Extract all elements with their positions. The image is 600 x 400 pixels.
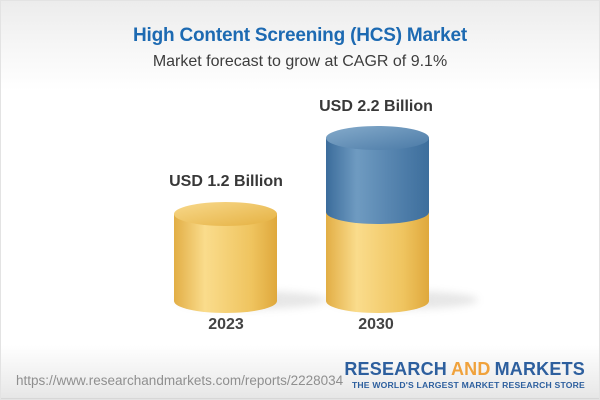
axis-label-2030: 2030 bbox=[358, 316, 394, 333]
bar-2023-cylinder bbox=[174, 202, 277, 313]
chart-title: High Content Screening (HCS) Market bbox=[133, 25, 467, 46]
bar-2030-top-cap bbox=[326, 126, 429, 150]
logo-word-research: RESEARCH bbox=[344, 359, 447, 380]
logo-word-and: AND bbox=[450, 359, 491, 380]
axis-label-2023: 2023 bbox=[208, 316, 244, 333]
research-and-markets-logo: RESEARCH AND MARKETS THE WORLD'S LARGEST M… bbox=[344, 360, 585, 390]
bar-value-label-2030: USD 2.2 Billion bbox=[319, 98, 433, 115]
report-url: https://www.researchandmarkets.com/repor… bbox=[16, 373, 344, 388]
logo-wordmark: RESEARCH AND MARKETS bbox=[344, 360, 585, 378]
bar-2030-growth-segment bbox=[326, 138, 429, 224]
header: High Content Screening (HCS) Market Mark… bbox=[1, 1, 599, 91]
bar-value-label-2023: USD 1.2 Billion bbox=[169, 173, 283, 190]
logo-tagline: THE WORLD'S LARGEST MARKET RESEARCH STOR… bbox=[351, 380, 585, 391]
footer: https://www.researchandmarkets.com/repor… bbox=[1, 345, 599, 399]
bar-2030-base-segment bbox=[326, 212, 429, 313]
logo-word-markets: MARKETS bbox=[494, 359, 585, 380]
bar-2030-cylinder bbox=[326, 126, 429, 313]
chart-subtitle: Market forecast to grow at CAGR of 9.1% bbox=[152, 53, 448, 70]
